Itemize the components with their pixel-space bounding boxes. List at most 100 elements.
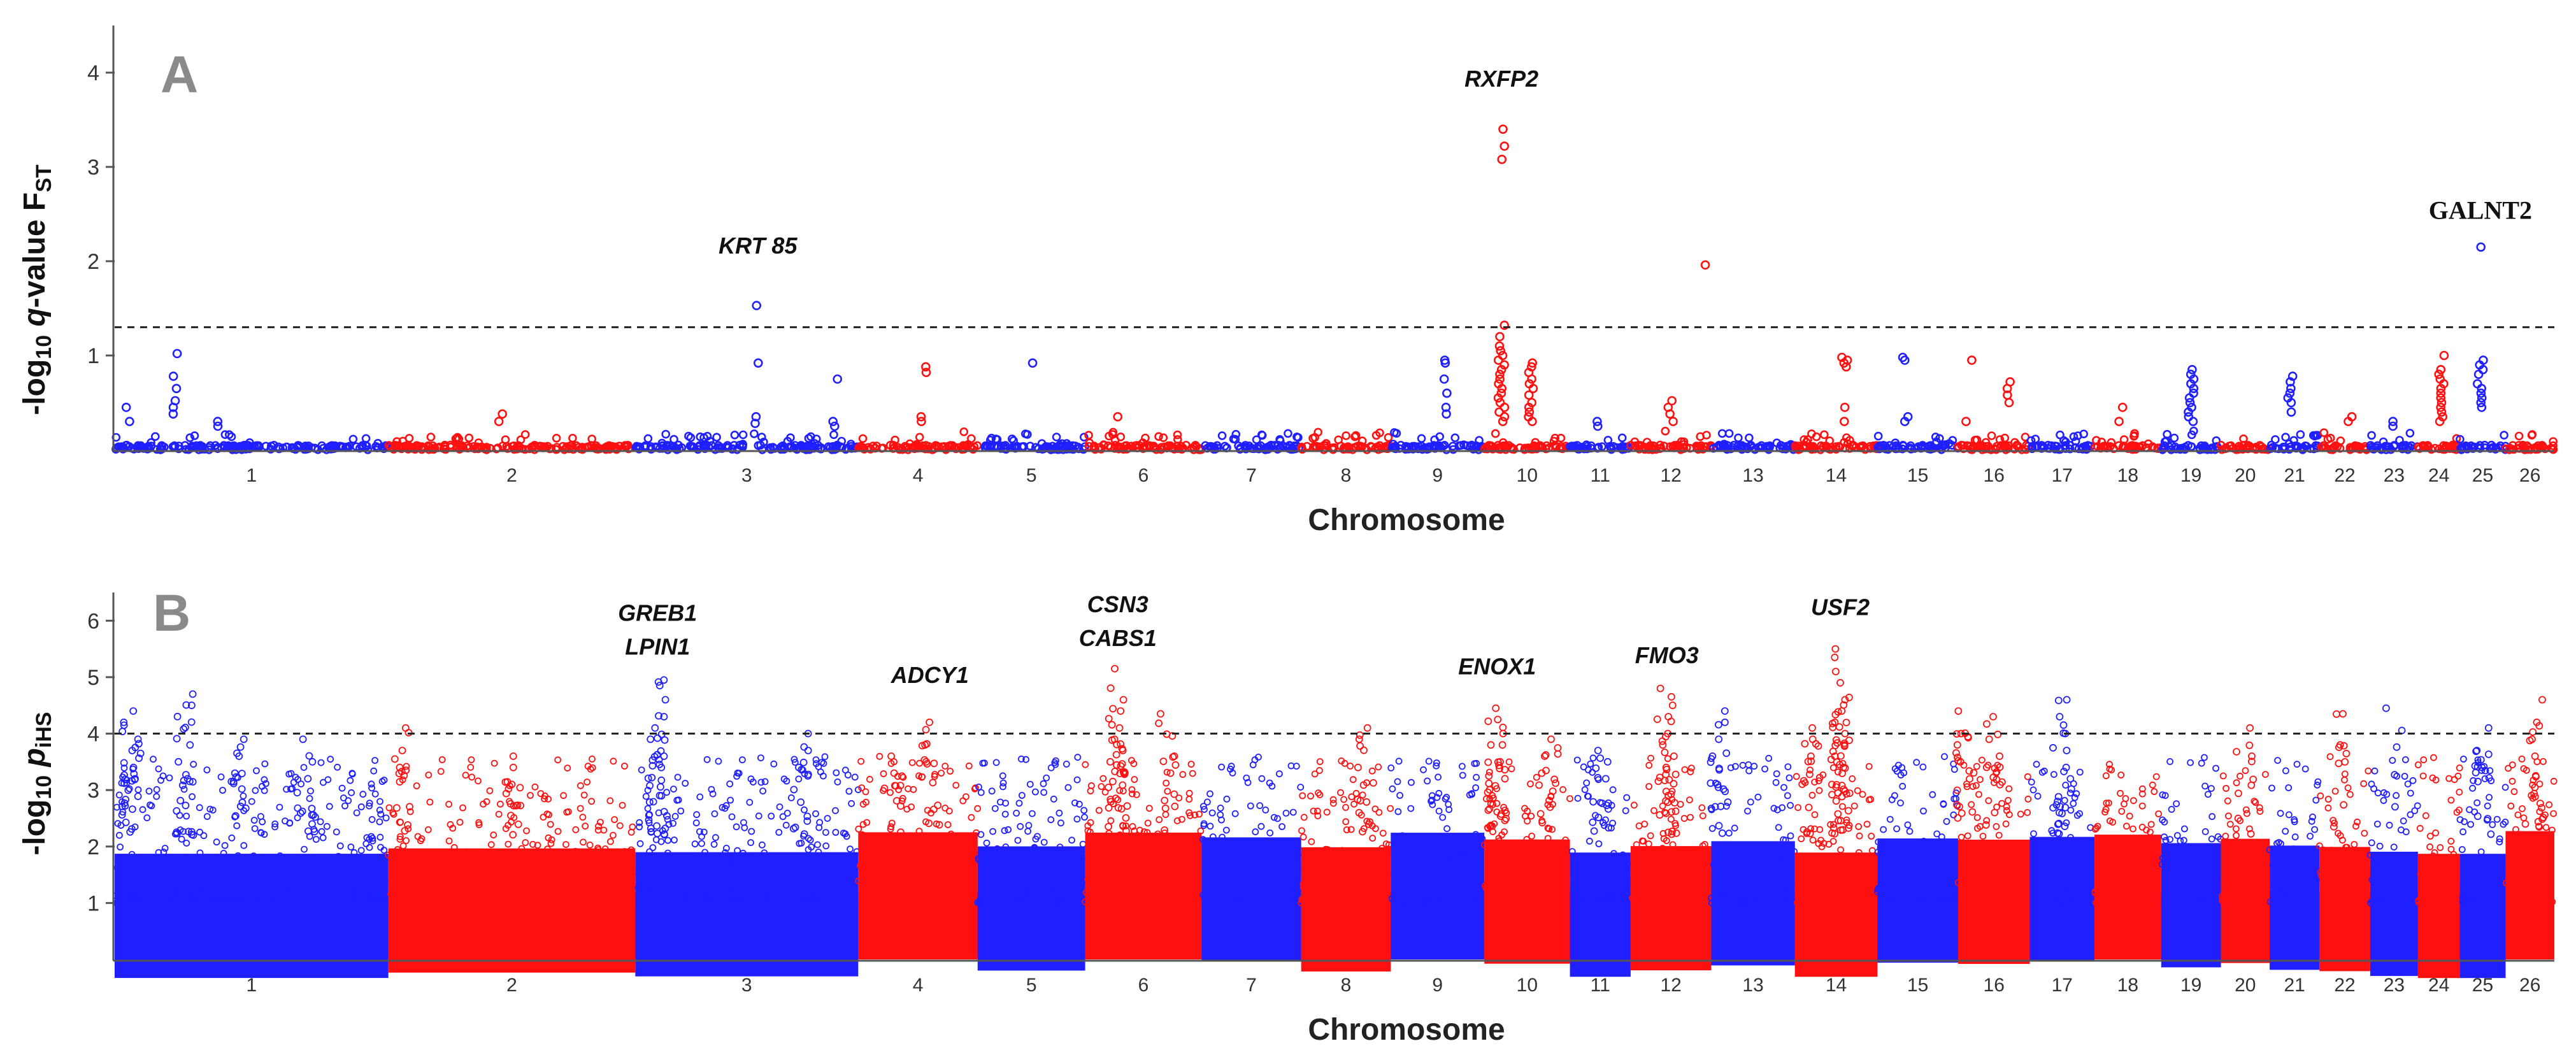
snp-point bbox=[1440, 358, 1450, 368]
snp-point bbox=[1631, 441, 1640, 450]
snp-point bbox=[1164, 877, 1171, 885]
snp-point bbox=[128, 879, 136, 886]
snp-point bbox=[759, 787, 766, 794]
snp-point bbox=[1245, 893, 1252, 900]
snp-point bbox=[1384, 870, 1391, 877]
snp-point bbox=[841, 830, 849, 838]
snp-point bbox=[2169, 887, 2177, 894]
snp-point bbox=[1499, 412, 1510, 422]
snp-point bbox=[1442, 869, 1449, 877]
snp-point bbox=[482, 445, 491, 454]
snp-point bbox=[125, 785, 133, 793]
snp-point bbox=[1400, 892, 1408, 900]
snp-point bbox=[1654, 893, 1661, 900]
snp-point bbox=[1106, 850, 1113, 858]
snp-point bbox=[989, 884, 996, 891]
snp-point bbox=[292, 894, 300, 901]
snp-point bbox=[208, 869, 215, 877]
snp-point bbox=[817, 768, 824, 776]
snp-point bbox=[1161, 849, 1168, 857]
snp-point bbox=[1119, 845, 1126, 852]
snp-point bbox=[882, 891, 889, 898]
chromosome-14-points bbox=[1791, 429, 1882, 454]
snp-point bbox=[1255, 869, 1262, 877]
snp-point bbox=[1737, 445, 1747, 454]
snp-point bbox=[115, 791, 123, 799]
snp-point bbox=[675, 859, 682, 867]
snp-point bbox=[197, 865, 205, 872]
snp-point bbox=[1501, 895, 1509, 903]
snp-point bbox=[287, 786, 294, 793]
snp-point bbox=[452, 881, 459, 888]
snp-point bbox=[403, 763, 410, 770]
snp-point bbox=[834, 779, 841, 786]
snp-point bbox=[220, 850, 227, 857]
snp-point bbox=[929, 864, 936, 872]
snp-point bbox=[552, 433, 561, 443]
snp-point bbox=[1748, 884, 1755, 891]
snp-point bbox=[1428, 796, 1436, 804]
snp-point bbox=[1249, 837, 1257, 845]
snp-point bbox=[1571, 872, 1578, 879]
snp-point bbox=[738, 441, 747, 450]
snp-point bbox=[669, 820, 676, 827]
snp-point bbox=[983, 839, 991, 847]
snp-point bbox=[1217, 805, 1224, 812]
chromosome-8-points bbox=[1298, 757, 1394, 972]
snp-point bbox=[496, 857, 503, 865]
snp-point bbox=[1378, 845, 1385, 852]
snp-point bbox=[1088, 782, 1095, 789]
snp-point bbox=[1880, 826, 1887, 833]
snp-point bbox=[2151, 877, 2158, 885]
snp-point bbox=[1909, 852, 1917, 860]
snp-point bbox=[1950, 766, 1958, 773]
snp-point bbox=[1361, 854, 1368, 862]
snp-point bbox=[829, 864, 837, 871]
snp-point bbox=[876, 752, 884, 760]
snp-point bbox=[2122, 849, 2130, 857]
snp-point bbox=[568, 433, 577, 443]
snp-point bbox=[1508, 765, 1515, 773]
snp-point bbox=[545, 811, 552, 819]
snp-point bbox=[172, 868, 180, 875]
snp-point bbox=[1473, 838, 1480, 846]
snp-point bbox=[1471, 898, 1479, 905]
snp-point bbox=[2047, 441, 2056, 450]
snp-point bbox=[382, 855, 389, 863]
snp-point bbox=[408, 884, 415, 892]
snp-point bbox=[2514, 431, 2524, 441]
snp-point bbox=[1009, 883, 1016, 891]
snp-point bbox=[1254, 444, 1263, 454]
snp-point bbox=[1194, 873, 1202, 880]
snp-point bbox=[1668, 897, 1675, 905]
peak-chr-10 bbox=[1493, 124, 1510, 426]
snp-point bbox=[1943, 818, 1950, 825]
snp-point bbox=[2187, 892, 2195, 900]
snp-point bbox=[1708, 825, 1716, 832]
snp-point bbox=[1082, 761, 1089, 768]
snp-point bbox=[1317, 871, 1324, 879]
snp-point bbox=[369, 835, 376, 842]
snp-point bbox=[1850, 802, 1858, 810]
snp-point bbox=[2182, 856, 2189, 863]
snp-point bbox=[979, 759, 987, 767]
snp-point bbox=[1856, 899, 1863, 907]
snp-point bbox=[557, 896, 564, 903]
snp-point bbox=[1886, 815, 1894, 823]
snp-point bbox=[1154, 889, 1161, 896]
snp-point bbox=[268, 893, 276, 900]
snp-point bbox=[1677, 437, 1686, 447]
peak-chr-16 bbox=[2002, 377, 2015, 408]
snp-point bbox=[1268, 884, 1276, 891]
snp-point bbox=[1024, 828, 1031, 835]
snp-point bbox=[1157, 894, 1164, 901]
snp-point bbox=[1472, 784, 1480, 791]
snp-point bbox=[975, 784, 982, 791]
snp-point bbox=[1725, 829, 1733, 837]
snp-point bbox=[1114, 796, 1122, 803]
snp-point bbox=[1084, 891, 1092, 898]
snp-point bbox=[1340, 858, 1348, 866]
snp-point bbox=[497, 800, 504, 808]
snp-point bbox=[793, 870, 801, 878]
snp-point bbox=[1834, 862, 1842, 870]
